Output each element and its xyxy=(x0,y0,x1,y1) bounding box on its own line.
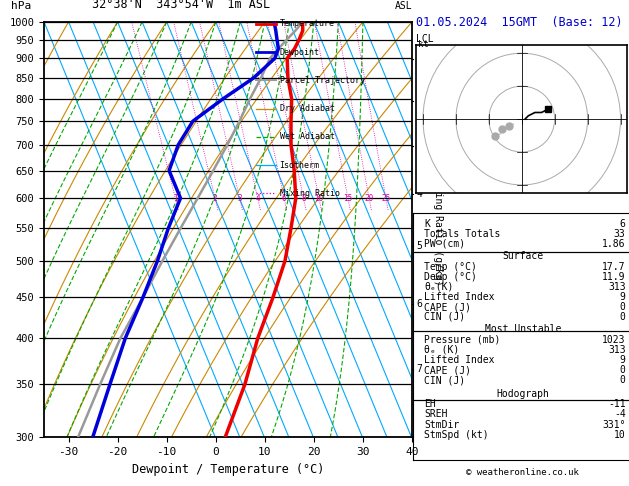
Text: 3: 3 xyxy=(416,141,422,151)
Text: 17.7: 17.7 xyxy=(602,261,626,272)
Text: Mixing Ratio: Mixing Ratio xyxy=(279,189,340,198)
Text: 331°: 331° xyxy=(602,419,626,430)
Text: Dewp (°C): Dewp (°C) xyxy=(424,272,477,281)
Text: -11: -11 xyxy=(608,399,626,409)
Text: 313: 313 xyxy=(608,345,626,355)
Text: kt: kt xyxy=(418,40,429,50)
Text: CAPE (J): CAPE (J) xyxy=(424,302,471,312)
Text: LCL: LCL xyxy=(416,34,434,44)
Text: Pressure (mb): Pressure (mb) xyxy=(424,335,501,345)
Text: Temperature: Temperature xyxy=(279,19,335,29)
Text: 4: 4 xyxy=(416,189,422,199)
Text: 5: 5 xyxy=(416,241,422,251)
Text: 7: 7 xyxy=(416,364,422,374)
Text: 1023: 1023 xyxy=(602,335,626,345)
Text: Most Unstable: Most Unstable xyxy=(484,324,561,334)
Text: 33: 33 xyxy=(614,229,626,239)
Text: 3: 3 xyxy=(237,194,242,203)
Text: 6: 6 xyxy=(282,194,286,203)
Text: 1: 1 xyxy=(173,194,177,203)
Text: Temp (°C): Temp (°C) xyxy=(424,261,477,272)
Text: 9: 9 xyxy=(620,355,626,365)
Text: hPa: hPa xyxy=(11,1,31,12)
Text: 25: 25 xyxy=(381,194,391,203)
Text: © weatheronline.co.uk: © weatheronline.co.uk xyxy=(466,468,579,477)
Text: 2: 2 xyxy=(213,194,218,203)
Text: K: K xyxy=(424,219,430,229)
Text: -4: -4 xyxy=(614,409,626,419)
Text: CIN (J): CIN (J) xyxy=(424,375,465,385)
Text: 10: 10 xyxy=(314,194,323,203)
Text: Totals Totals: Totals Totals xyxy=(424,229,501,239)
Text: 1: 1 xyxy=(416,54,422,64)
Text: Wet Adiabat: Wet Adiabat xyxy=(279,133,335,141)
Text: θₑ(K): θₑ(K) xyxy=(424,282,454,292)
Text: Lifted Index: Lifted Index xyxy=(424,292,494,302)
Text: 32°38'N  343°54'W  1m ASL: 32°38'N 343°54'W 1m ASL xyxy=(92,0,270,12)
X-axis label: Dewpoint / Temperature (°C): Dewpoint / Temperature (°C) xyxy=(132,463,324,476)
Text: 1.86: 1.86 xyxy=(602,239,626,249)
Text: Surface: Surface xyxy=(502,251,543,261)
Text: PW (cm): PW (cm) xyxy=(424,239,465,249)
Text: 8: 8 xyxy=(301,194,306,203)
Text: StmSpd (kt): StmSpd (kt) xyxy=(424,430,489,440)
Text: 6: 6 xyxy=(620,219,626,229)
Text: Lifted Index: Lifted Index xyxy=(424,355,494,365)
Text: Dewpoint: Dewpoint xyxy=(279,48,320,57)
Text: Parcel Trajectory: Parcel Trajectory xyxy=(279,76,365,85)
Text: EH: EH xyxy=(424,399,436,409)
Text: 01.05.2024  15GMT  (Base: 12): 01.05.2024 15GMT (Base: 12) xyxy=(416,16,623,29)
Text: km
ASL: km ASL xyxy=(394,0,412,12)
Text: 313: 313 xyxy=(608,282,626,292)
Text: Hodograph: Hodograph xyxy=(496,388,549,399)
Text: 10: 10 xyxy=(614,430,626,440)
Text: 9: 9 xyxy=(620,292,626,302)
Text: 0: 0 xyxy=(620,302,626,312)
Text: 6: 6 xyxy=(416,299,422,310)
Text: SREH: SREH xyxy=(424,409,448,419)
Text: 0: 0 xyxy=(620,375,626,385)
Text: θₑ (K): θₑ (K) xyxy=(424,345,459,355)
Text: 4: 4 xyxy=(255,194,260,203)
Text: 2: 2 xyxy=(416,96,422,106)
Text: 0: 0 xyxy=(620,365,626,375)
Text: 15: 15 xyxy=(343,194,352,203)
Text: 20: 20 xyxy=(364,194,374,203)
Text: 0: 0 xyxy=(620,312,626,322)
Text: Dry Adiabat: Dry Adiabat xyxy=(279,104,335,113)
Text: Isotherm: Isotherm xyxy=(279,161,320,170)
Text: 11.9: 11.9 xyxy=(602,272,626,281)
Text: CIN (J): CIN (J) xyxy=(424,312,465,322)
Text: Mixing Ratio (g/kg): Mixing Ratio (g/kg) xyxy=(433,174,443,285)
Text: StmDir: StmDir xyxy=(424,419,459,430)
Text: CAPE (J): CAPE (J) xyxy=(424,365,471,375)
